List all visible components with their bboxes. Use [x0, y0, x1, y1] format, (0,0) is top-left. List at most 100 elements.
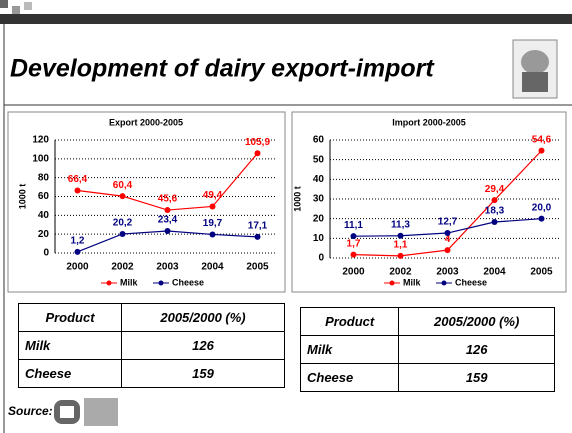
data-label: 49,4 [203, 190, 223, 201]
chart-title: Import 2000-2005 [392, 117, 466, 127]
chart-frame [7, 111, 286, 293]
y-tick-label: 80 [38, 172, 50, 183]
series-line [77, 230, 258, 253]
x-tick-label: 2004 [201, 262, 224, 273]
data-point [74, 187, 81, 194]
data-label: 45,6 [158, 194, 178, 205]
y-tick-label: 20 [38, 229, 50, 240]
cell: 159 [398, 363, 555, 392]
x-tick-label: 2002 [111, 262, 134, 273]
clip-art [512, 39, 558, 99]
legend-marker [158, 280, 164, 286]
data-point [491, 197, 498, 204]
data-point [209, 231, 216, 238]
data-label: 1,1 [394, 239, 408, 250]
data-point [350, 233, 357, 240]
legend-marker [389, 280, 395, 286]
data-point [538, 215, 545, 222]
slide-title: Development of dairy export-import [10, 55, 435, 83]
banner-square [0, 0, 8, 8]
data-point [538, 147, 545, 154]
x-tick-label: 2004 [483, 267, 506, 278]
cell: Milk [17, 331, 123, 360]
data-label: 60,4 [113, 180, 133, 191]
data-label: 17,1 [248, 221, 268, 232]
data-point [119, 193, 126, 200]
data-point [209, 203, 216, 210]
x-tick-label: 2005 [530, 267, 553, 278]
y-axis-label: 1000 t [292, 186, 302, 212]
source-logos [54, 398, 118, 426]
legend-marker [441, 280, 447, 286]
data-point [254, 150, 261, 157]
data-point [350, 251, 357, 258]
y-tick-label: 30 [313, 194, 325, 205]
legend-label: Milk [403, 277, 421, 287]
cell: Cheese [17, 359, 123, 388]
data-point [74, 248, 81, 255]
y-tick-label: 50 [313, 154, 325, 165]
y-tick-label: 120 [32, 135, 49, 146]
y-tick-label: 0 [318, 253, 324, 264]
data-label: 66,4 [68, 174, 88, 185]
data-label: 1,7 [347, 238, 361, 249]
data-label: 29,4 [485, 184, 505, 195]
ratio-table: Product 2005/2000 (%) Milk 126 Cheese 159 [17, 303, 285, 388]
y-tick-label: 40 [38, 210, 50, 221]
legend-label: Milk [120, 277, 138, 287]
y-tick-label: 20 [313, 213, 325, 224]
data-label: 11,1 [344, 220, 363, 231]
chart-frame [291, 111, 567, 293]
data-label: 18,3 [485, 206, 505, 217]
banner-bar [0, 14, 572, 24]
x-tick-label: 2005 [246, 262, 269, 273]
data-point [164, 227, 171, 234]
data-label: 20,2 [113, 218, 133, 229]
data-point [397, 232, 404, 239]
x-tick-label: 2000 [342, 267, 365, 278]
header-cell: 2005/2000 (%) [398, 307, 555, 336]
legend-label: Cheese [172, 277, 204, 287]
data-point [444, 230, 451, 237]
x-tick-label: 2000 [66, 262, 89, 273]
data-label: 12,7 [438, 217, 458, 228]
source-label: Source: [8, 404, 53, 418]
data-label: 4 [445, 234, 451, 245]
y-tick-label: 40 [313, 174, 325, 185]
data-label: 1,2 [71, 236, 85, 247]
cell: 159 [121, 359, 285, 388]
data-point [444, 247, 451, 254]
cell: 126 [121, 331, 285, 360]
cell: Milk [299, 335, 400, 364]
data-label: 19,7 [203, 218, 223, 229]
data-label: 20,0 [532, 202, 552, 213]
data-label: 54,6 [532, 134, 552, 145]
header-cell: Product [299, 307, 400, 336]
legend-label: Cheese [455, 277, 487, 287]
data-label: 105,9 [245, 137, 270, 148]
banner-square [24, 2, 32, 10]
data-point [491, 219, 498, 226]
x-tick-label: 2002 [389, 267, 412, 278]
data-point [254, 233, 261, 240]
x-tick-label: 2003 [156, 262, 179, 273]
data-point [164, 207, 171, 214]
data-point [119, 230, 126, 237]
y-axis-label: 1000 t [17, 184, 27, 210]
banner-square [12, 6, 20, 14]
header-cell: Product [17, 303, 123, 332]
y-tick-label: 0 [43, 248, 49, 259]
y-tick-label: 10 [313, 233, 325, 244]
data-label: 11,3 [391, 219, 410, 230]
ratio-table: Product 2005/2000 (%) Milk 126 Cheese 159 [299, 307, 555, 392]
cell: 126 [398, 335, 555, 364]
chart-title: Export 2000-2005 [109, 117, 183, 127]
header-cell: 2005/2000 (%) [121, 303, 285, 332]
x-tick-label: 2003 [436, 267, 459, 278]
data-point [397, 252, 404, 259]
data-label: 23,4 [158, 215, 178, 226]
y-tick-label: 100 [32, 153, 49, 164]
y-tick-label: 60 [313, 135, 325, 146]
